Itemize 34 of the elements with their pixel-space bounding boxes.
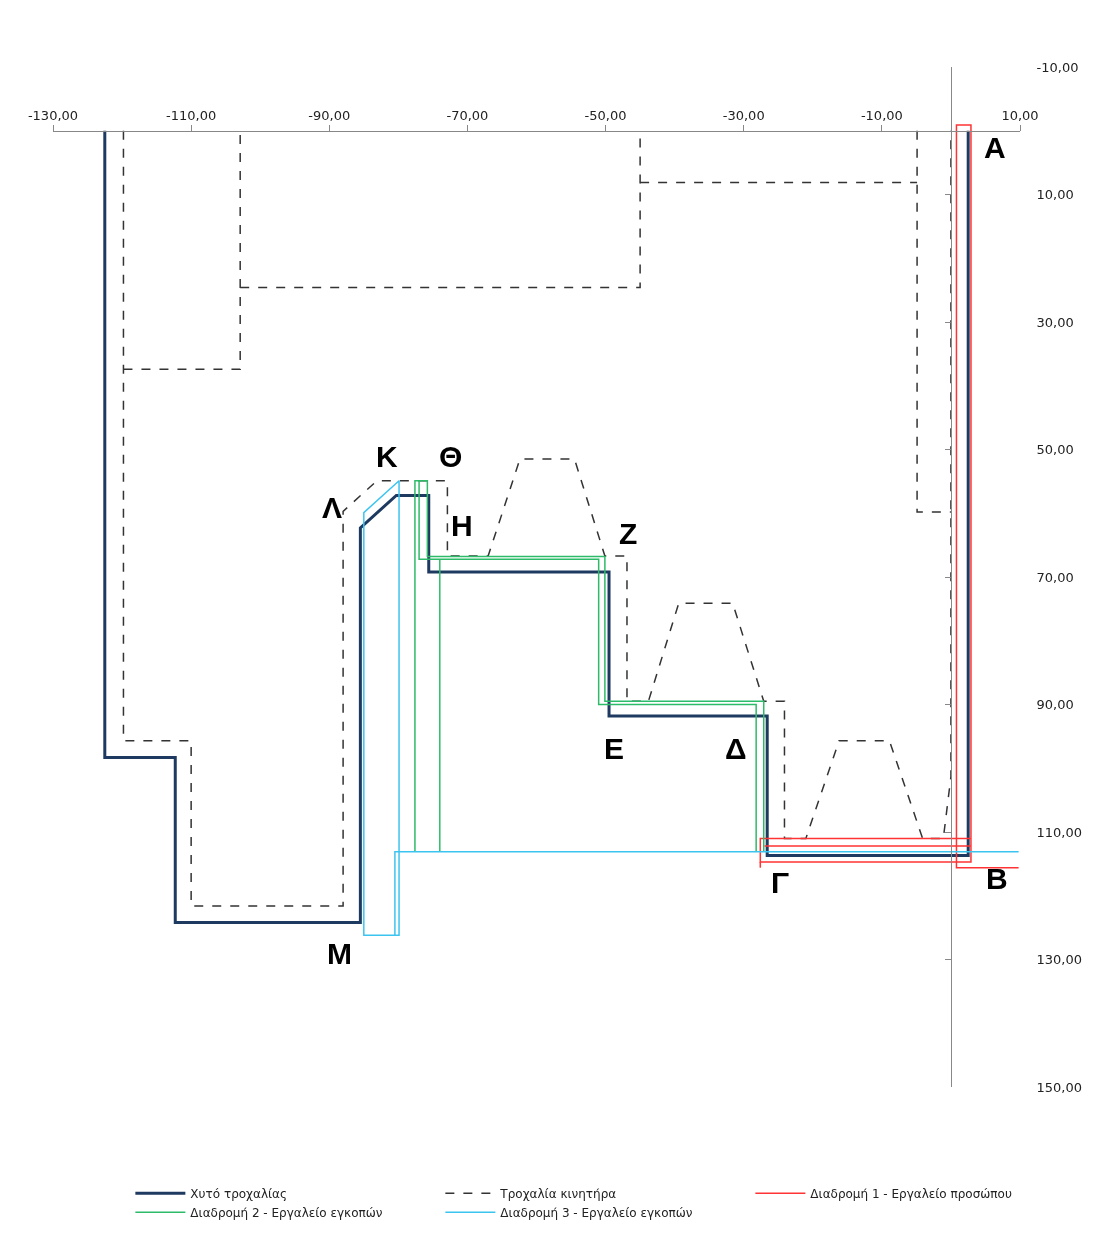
y-tick-label: 30,00 [1036, 314, 1074, 330]
x-tick-label: -110,00 [166, 107, 217, 123]
x-tick-label: -10,00 [860, 107, 903, 123]
annotation: Ε [604, 732, 625, 765]
x-tick-label: -50,00 [584, 107, 627, 123]
legend-label: Τροχαλία κινητήρα [499, 1186, 617, 1201]
annotation: Β [986, 862, 1008, 895]
x-tick-label: -90,00 [308, 107, 351, 123]
annotation: Α [984, 131, 1006, 164]
x-tick-label: 10,00 [1001, 107, 1039, 123]
annotation: Λ [322, 491, 343, 524]
annotation: Μ [327, 937, 352, 970]
x-tick-label: -70,00 [446, 107, 489, 123]
annotation: Ζ [619, 517, 638, 550]
x-tick-label: -130,00 [27, 107, 79, 123]
y-tick-label: -10,00 [1036, 59, 1079, 75]
legend-label: Διαδρομή 3 - Εργαλείο εγκοπών [500, 1205, 693, 1220]
y-tick-label: 130,00 [1036, 952, 1083, 968]
annotation: Δ [725, 732, 747, 765]
annotation: Γ [771, 866, 790, 899]
y-tick-label: 90,00 [1036, 697, 1074, 713]
annotation: Κ [376, 440, 398, 473]
y-tick-label: 110,00 [1036, 824, 1083, 840]
legend-label: Διαδρομή 1 - Εργαλείο προσώπου [810, 1186, 1012, 1201]
legend-label: Διαδρομή 2 - Εργαλείο εγκοπών [190, 1205, 383, 1220]
x-tick-label: -30,00 [722, 107, 765, 123]
annotation: Η [451, 509, 473, 542]
annotation: Θ [439, 440, 463, 473]
y-tick-label: 10,00 [1036, 187, 1074, 203]
y-tick-label: 50,00 [1036, 442, 1074, 458]
y-tick-label: 70,00 [1036, 569, 1074, 585]
line-series [363, 479, 1020, 937]
y-tick-label: 150,00 [1036, 1079, 1083, 1095]
legend-label: Χυτό τροχαλίας [190, 1186, 288, 1201]
